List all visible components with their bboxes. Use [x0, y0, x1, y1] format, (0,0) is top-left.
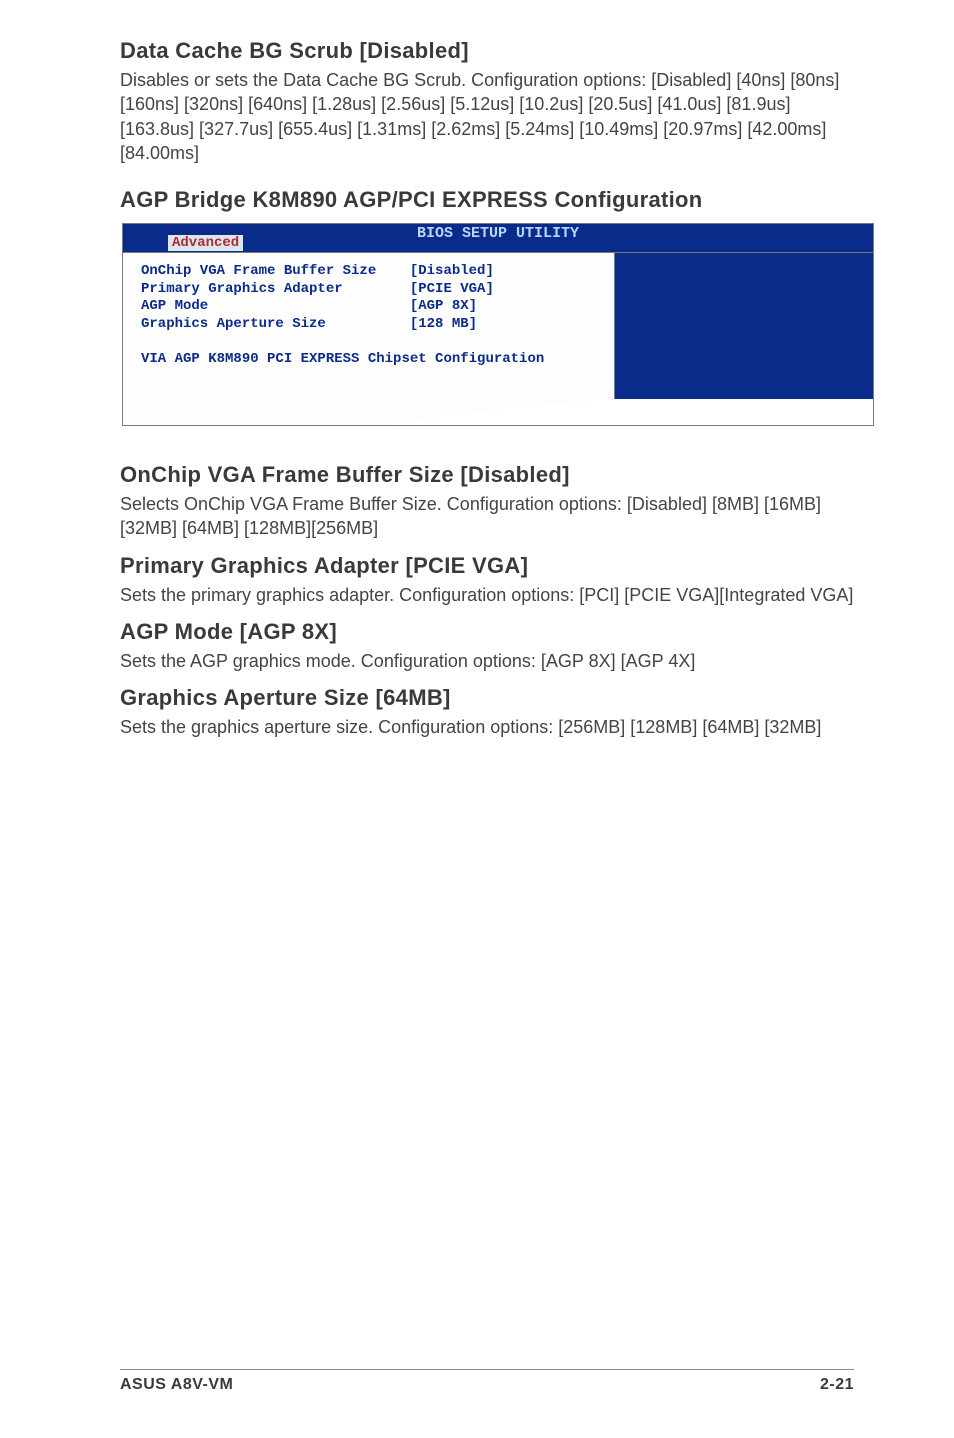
page-footer: ASUS A8V-VM 2-21	[120, 1369, 854, 1394]
page: Data Cache BG Scrub [Disabled] Disables …	[0, 0, 954, 1438]
bios-right-pane	[614, 253, 873, 425]
heading-agp-bridge: AGP Bridge K8M890 AGP/PCI EXPRESS Config…	[120, 187, 854, 213]
body-onchip: Selects OnChip VGA Frame Buffer Size. Co…	[120, 492, 854, 541]
footer-right: 2-21	[820, 1376, 854, 1394]
heading-aperture: Graphics Aperture Size [64MB]	[120, 685, 854, 711]
bios-box: BIOS SETUP UTILITY Advanced OnChip VGA F…	[122, 223, 874, 426]
bios-titlebar: BIOS SETUP UTILITY Advanced	[123, 224, 873, 252]
body-data-cache: Disables or sets the Data Cache BG Scrub…	[120, 68, 854, 165]
heading-primary: Primary Graphics Adapter [PCIE VGA]	[120, 553, 854, 579]
bios-title: BIOS SETUP UTILITY	[417, 225, 579, 242]
bios-content: OnChip VGA Frame Buffer Size [Disabled] …	[123, 252, 873, 425]
bios-left-pane: OnChip VGA Frame Buffer Size [Disabled] …	[123, 253, 614, 425]
body-agp-mode: Sets the AGP graphics mode. Configuratio…	[120, 649, 854, 673]
footer-left: ASUS A8V-VM	[120, 1376, 233, 1394]
heading-agp-mode: AGP Mode [AGP 8X]	[120, 619, 854, 645]
bios-tab-advanced[interactable]: Advanced	[167, 234, 244, 251]
body-aperture: Sets the graphics aperture size. Configu…	[120, 715, 854, 739]
heading-onchip: OnChip VGA Frame Buffer Size [Disabled]	[120, 462, 854, 488]
heading-data-cache: Data Cache BG Scrub [Disabled]	[120, 38, 854, 64]
body-primary: Sets the primary graphics adapter. Confi…	[120, 583, 854, 607]
